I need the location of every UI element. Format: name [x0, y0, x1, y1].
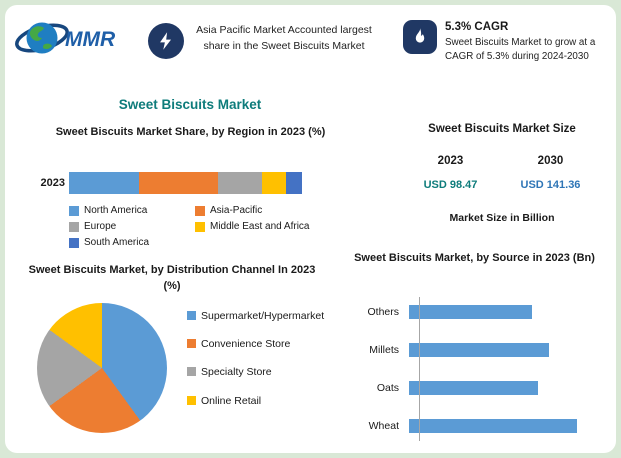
cagr-text: Sweet Biscuits Market to grow at a CAGR … — [445, 37, 596, 63]
legend-label: Middle East and Africa — [210, 221, 310, 232]
source-bar-track — [409, 343, 611, 357]
logo-text: MMR — [65, 28, 116, 51]
legend-item-supermarket-hypermarket: Supermarket/Hypermarket — [187, 309, 335, 323]
market-size-col-2023: 2023 USD 98.47 — [424, 155, 478, 191]
market-size-col-2030: 2030 USD 141.36 — [521, 155, 581, 191]
legend-swatch-icon — [69, 206, 79, 216]
region-chart-title: Sweet Biscuits Market Share, by Region i… — [55, 126, 326, 138]
source-category-label: Millets — [369, 344, 399, 356]
legend-item-convenience-store: Convenience Store — [187, 337, 335, 351]
source-bar-track — [409, 305, 611, 319]
source-row-millets: Millets — [335, 331, 611, 369]
source-row-wheat: Wheat — [335, 407, 611, 445]
flame-icon — [415, 28, 425, 43]
region-stacked-bar — [69, 172, 302, 194]
distribution-pie — [37, 303, 167, 433]
source-chart: Others Millets Oats Wheat — [335, 293, 611, 449]
source-category-label: Oats — [376, 382, 399, 394]
legend-swatch-icon — [195, 222, 205, 232]
cagr-callout: 5.3% CAGR Sweet Biscuits Market to grow … — [445, 21, 610, 64]
legend-label: Supermarket/Hypermarket — [201, 310, 325, 322]
source-row-oats: Oats — [335, 369, 611, 407]
distribution-chart-title: Sweet Biscuits Market, by Distribution C… — [28, 264, 316, 292]
market-size-value-2030: USD 141.36 — [520, 179, 581, 191]
lightning-icon — [160, 32, 172, 50]
year-label: 2023 — [437, 155, 464, 167]
globe-land-icon — [43, 43, 52, 50]
region-category-label: 2023 — [40, 177, 65, 189]
legend-label: Convenience Store — [201, 338, 291, 351]
source-bars: Others Millets Oats Wheat — [335, 293, 611, 445]
region-legend: North America Asia-Pacific Europe Middle Ea… — [69, 205, 341, 248]
infographic-card: MMR Asia Pacific Market Accounted larges… — [5, 5, 616, 453]
legend-item-south-america: South America — [69, 237, 187, 248]
region-segment-south-america — [285, 172, 302, 194]
legend-label: Specialty Store — [201, 366, 272, 379]
source-chart-title: Sweet Biscuits Market, by Source in 2023… — [354, 252, 595, 264]
legend-label: Europe — [84, 221, 117, 232]
region-segment-north-america — [69, 172, 139, 194]
market-size-note: Market Size in Billion — [449, 212, 555, 224]
source-y-axis — [419, 297, 420, 441]
legend-label: South America — [84, 237, 150, 248]
page-title: Sweet Biscuits Market — [118, 97, 262, 112]
year-label: 2030 — [537, 155, 564, 167]
legend-swatch-icon — [187, 339, 196, 349]
legend-swatch-icon — [187, 395, 196, 405]
source-row-others: Others — [335, 293, 611, 331]
market-size-columns: 2023 USD 98.47 2030 USD 141.36 — [402, 155, 602, 191]
source-bar — [409, 381, 539, 395]
legend-item-north-america: North America — [69, 205, 187, 216]
legend-swatch-icon — [69, 238, 79, 248]
source-bar — [409, 419, 578, 433]
highlight-text: Asia Pacific Market Accounted largest sh… — [196, 24, 372, 53]
region-segment-europe — [218, 172, 263, 194]
source-bar-track — [409, 419, 611, 433]
region-segment-asia-pacific — [138, 172, 219, 194]
globe-land-icon — [29, 26, 44, 41]
source-bar — [409, 343, 550, 357]
legend-swatch-icon — [187, 311, 196, 320]
flame-badge — [403, 20, 437, 54]
source-category-label: Wheat — [368, 420, 399, 432]
legend-label: North America — [84, 205, 148, 216]
legend-swatch-icon — [195, 206, 205, 216]
market-size-title: Sweet Biscuits Market Size — [428, 123, 576, 135]
legend-item-online-retail: Online Retail — [187, 394, 335, 408]
source-bar — [409, 305, 533, 319]
legend-swatch-icon — [69, 222, 79, 232]
region-segment-middle-east-and-africa — [262, 172, 286, 194]
legend-label: Asia-Pacific — [210, 205, 263, 216]
source-bar-track — [409, 381, 611, 395]
legend-label: Online Retail — [201, 394, 262, 407]
legend-item-specialty-store: Specialty Store — [187, 365, 335, 379]
cagr-title: 5.3% CAGR — [445, 21, 509, 33]
source-category-label: Others — [367, 306, 399, 318]
legend-item-middle-east-and-africa: Middle East and Africa — [195, 221, 341, 232]
legend-item-europe: Europe — [69, 221, 187, 232]
lightning-badge — [148, 23, 184, 59]
distribution-legend: Supermarket/Hypermarket Convenience Store… — [187, 309, 335, 408]
mmr-logo: MMR — [15, 22, 116, 54]
legend-swatch-icon — [187, 367, 196, 377]
market-size-value-2023: USD 98.47 — [423, 179, 478, 191]
legend-item-asia-pacific: Asia-Pacific — [195, 205, 341, 216]
